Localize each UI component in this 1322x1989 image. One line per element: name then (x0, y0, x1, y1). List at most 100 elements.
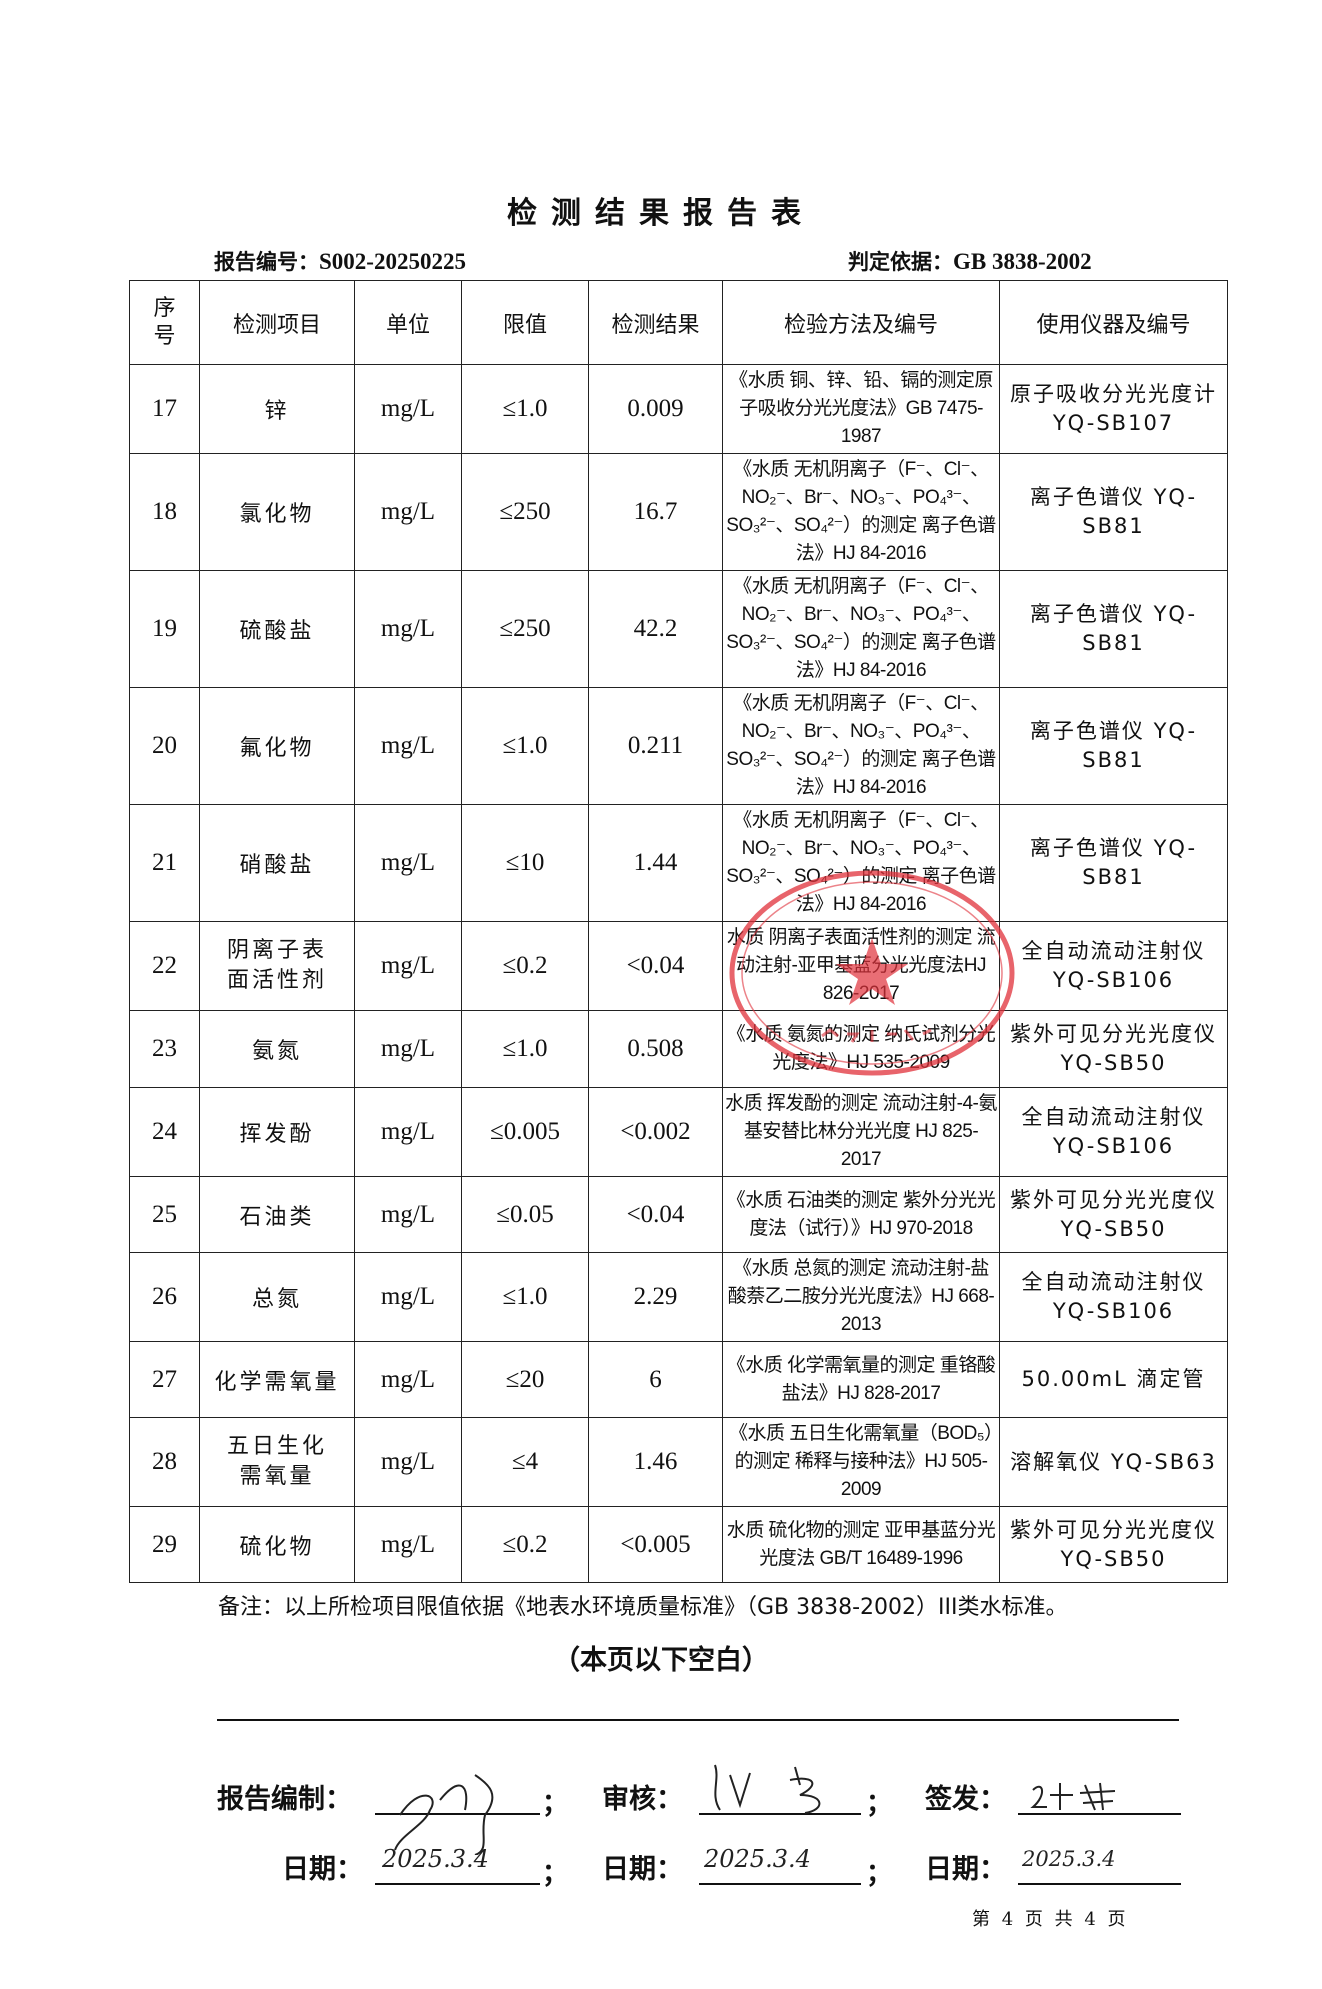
cell-limit: ≤20 (461, 1341, 589, 1418)
header-col-unit: 单位 (354, 280, 462, 365)
separator: ； (866, 1789, 893, 1819)
cell-no: 28 (129, 1417, 200, 1507)
header-col-instrument: 使用仪器及编号 (999, 280, 1228, 365)
cell-instrument: 离子色谱仪 YQ-SB81 (999, 687, 1228, 805)
header-col-no: 序号 (129, 280, 200, 365)
cell-item: 硫化物 (199, 1506, 355, 1583)
table-row: 26 总氮 mg/L ≤1.0 2.29 《水质 总氮的测定 流动注射-盐酸萘乙二胺分光光… (129, 1252, 1228, 1342)
header-col-item: 检测项目 (199, 280, 355, 365)
cell-instrument: 全自动流动注射仪 YQ-SB106 (999, 1252, 1228, 1342)
cell-method: 《水质 无机阴离子（F⁻、Cl⁻、NO₂⁻、Br⁻、NO₃⁻、PO₄³⁻、SO₃… (722, 570, 1000, 688)
remark-note: 备注：以上所检项目限值依据《地表水环境质量标准》（GB 3838-2002）II… (218, 1595, 1068, 1620)
results-table: 序号 检测项目 单位 限值 检测结果 检验方法及编号 使用仪器及编号 17 锌 mg/L ≤1.0… (129, 280, 1228, 1583)
judgement-basis: 判定依据：GB 3838-2002 (848, 246, 1092, 276)
cell-method: 《水质 无机阴离子（F⁻、Cl⁻、NO₂⁻、Br⁻、NO₃⁻、PO₄³⁻、SO₃… (722, 804, 1000, 922)
cell-instrument: 离子色谱仪 YQ-SB81 (999, 453, 1228, 571)
cell-instrument: 全自动流动注射仪 YQ-SB106 (999, 921, 1228, 1011)
cell-limit: ≤0.05 (461, 1176, 589, 1253)
cell-unit: mg/L (354, 1506, 462, 1583)
cell-no: 17 (129, 364, 200, 454)
cell-result: 1.44 (588, 804, 723, 922)
cell-item: 锌 (199, 364, 355, 454)
date-line (699, 1883, 861, 1885)
compiler-label: 报告编制： (217, 1784, 352, 1815)
cell-unit: mg/L (354, 1010, 462, 1088)
cell-no: 19 (129, 570, 200, 688)
cell-item: 五日生化需氧量 (199, 1417, 355, 1507)
table-header-row: 序号 检测项目 单位 限值 检测结果 检验方法及编号 使用仪器及编号 (129, 280, 1228, 365)
reviewer-date: 2025.3.4 (704, 1845, 811, 1873)
table-row: 27 化学需氧量 mg/L ≤20 6 《水质 化学需氧量的测定 重铬酸盐法》HJ 828… (129, 1341, 1228, 1418)
cell-no: 26 (129, 1252, 200, 1342)
cell-limit: ≤250 (461, 453, 589, 571)
date-label-reviewer: 日期： (602, 1854, 683, 1885)
cell-unit: mg/L (354, 1176, 462, 1253)
cell-limit: ≤0.2 (461, 921, 589, 1011)
cell-no: 25 (129, 1176, 200, 1253)
compiler-signature (394, 1774, 494, 1855)
cell-item: 总氮 (199, 1252, 355, 1342)
cell-item: 阴离子表面活性剂 (199, 921, 355, 1011)
cell-result: <0.04 (588, 1176, 723, 1253)
cell-result: 0.009 (588, 364, 723, 454)
table-row: 29 硫化物 mg/L ≤0.2 <0.005 水质 硫化物的测定 亚甲基蓝分光光度法 G… (129, 1506, 1228, 1583)
cell-instrument: 离子色谱仪 YQ-SB81 (999, 570, 1228, 688)
report-number: 报告编号：S002-20250225 (214, 246, 466, 276)
cell-limit: ≤4 (461, 1417, 589, 1507)
cell-result: 6 (588, 1341, 723, 1418)
compiler-signature-line (375, 1813, 540, 1815)
header-col-method: 检验方法及编号 (722, 280, 1000, 365)
cell-no: 20 (129, 687, 200, 805)
cell-method: 《水质 化学需氧量的测定 重铬酸盐法》HJ 828-2017 (722, 1341, 1000, 1418)
cell-item: 氟化物 (199, 687, 355, 805)
cell-no: 18 (129, 453, 200, 571)
cell-method: 水质 阴离子表面活性剂的测定 流动注射-亚甲基蓝分光光度法HJ 826-2017 (722, 921, 1000, 1011)
cell-unit: mg/L (354, 1087, 462, 1177)
cell-result: 2.29 (588, 1252, 723, 1342)
cell-result: 16.7 (588, 453, 723, 571)
cell-limit: ≤1.0 (461, 1252, 589, 1342)
table-row: 24 挥发酚 mg/L ≤0.005 <0.002 水质 挥发酚的测定 流动注射-4-氨基… (129, 1087, 1228, 1177)
issuer-date: 2025.3.4 (1022, 1847, 1116, 1871)
table-row: 19 硫酸盐 mg/L ≤250 42.2 《水质 无机阴离子（F⁻、Cl⁻、NO₂⁻、B… (129, 570, 1228, 688)
cell-instrument: 紫外可见分光光度仪 YQ-SB50 (999, 1176, 1228, 1253)
page-title: 检测结果报告表 (507, 196, 815, 231)
cell-method: 《水质 总氮的测定 流动注射-盐酸萘乙二胺分光光度法》HJ 668-2013 (722, 1252, 1000, 1342)
cell-no: 27 (129, 1341, 200, 1418)
divider (217, 1719, 1179, 1721)
cell-unit: mg/L (354, 1341, 462, 1418)
cell-instrument: 紫外可见分光光度仪 YQ-SB50 (999, 1506, 1228, 1583)
issuer-signature (1030, 1782, 1116, 1811)
cell-item: 氯化物 (199, 453, 355, 571)
cell-no: 29 (129, 1506, 200, 1583)
table-row: 17 锌 mg/L ≤1.0 0.009 《水质 铜、锌、铅、镉的测定原子吸收分光光度法》… (129, 364, 1228, 454)
cell-unit: mg/L (354, 1417, 462, 1507)
cell-no: 21 (129, 804, 200, 922)
reviewer-signature-line (699, 1813, 861, 1815)
table-row: 18 氯化物 mg/L ≤250 16.7 《水质 无机阴离子（F⁻、Cl⁻、NO₂⁻、B… (129, 453, 1228, 571)
date-label-compiler: 日期： (282, 1854, 363, 1885)
cell-result: <0.002 (588, 1087, 723, 1177)
report-body: 序号 检测项目 单位 限值 检测结果 检验方法及编号 使用仪器及编号 17 锌 mg/L ≤1.0… (129, 280, 1228, 1989)
table-row: 23 氨氮 mg/L ≤1.0 0.508 《水质 氨氮的测定 纳氏试剂分光光度法》HJ … (129, 1010, 1228, 1088)
cell-limit: ≤1.0 (461, 1010, 589, 1088)
compiler-date: 2025.3.4 (382, 1845, 489, 1873)
header-col-result: 检测结果 (588, 280, 723, 365)
cell-limit: ≤10 (461, 804, 589, 922)
table-row: 28 五日生化需氧量 mg/L ≤4 1.46 《水质 五日生化需氧量（BOD₅）的测定 … (129, 1417, 1228, 1507)
cell-result: <0.005 (588, 1506, 723, 1583)
cell-no: 23 (129, 1010, 200, 1088)
cell-unit: mg/L (354, 804, 462, 922)
cell-method: 《水质 铜、锌、铅、镉的测定原子吸收分光光度法》GB 7475-1987 (722, 364, 1000, 454)
cell-result: 42.2 (588, 570, 723, 688)
table-row: 21 硝酸盐 mg/L ≤10 1.44 《水质 无机阴离子（F⁻、Cl⁻、NO₂⁻、Br… (129, 804, 1228, 922)
issuer-label: 签发： (925, 1784, 1006, 1815)
cell-result: 0.211 (588, 687, 723, 805)
signature-block: 报告编制： ； 审核： ； 签发： 日期： 2025.3.4 ； 日期： 202… (0, 1719, 1322, 1930)
separator: ； (542, 1859, 569, 1889)
judgement-basis-label: 判定依据： (848, 250, 953, 274)
date-line (1018, 1883, 1181, 1885)
date-label-issuer: 日期： (925, 1854, 1006, 1885)
cell-instrument: 原子吸收分光光度计 YQ-SB107 (999, 364, 1228, 454)
cell-limit: ≤0.005 (461, 1087, 589, 1177)
